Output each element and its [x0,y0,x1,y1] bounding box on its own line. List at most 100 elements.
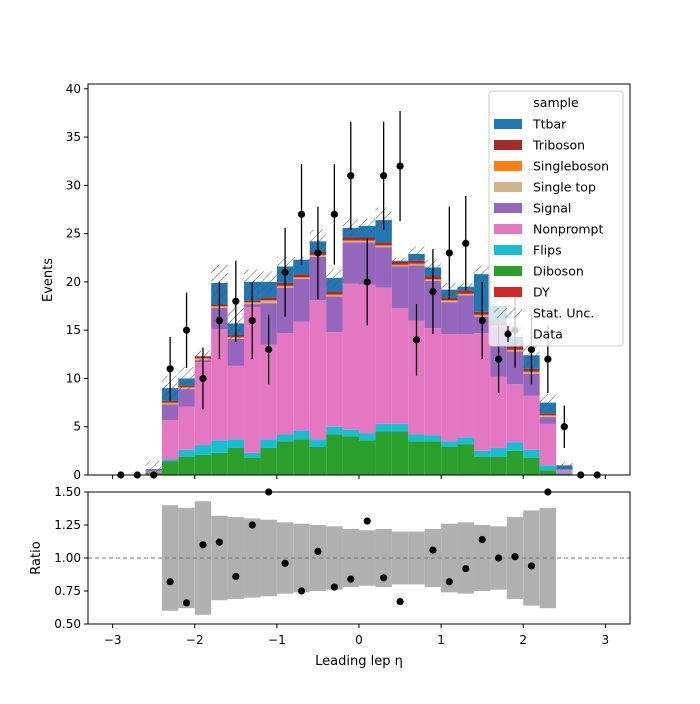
bar-signal [408,265,425,321]
y-tick-label: 0 [73,468,81,482]
bar-singleboson [539,415,557,417]
legend-label-single-top: Single top [533,180,596,195]
stat-unc-hatch [391,257,409,264]
legend-swatch-nonprompt [494,224,522,234]
bar-flips [309,439,327,448]
bar-single-top [326,295,343,297]
ratio-point [199,541,207,549]
bar-nonprompt [457,334,474,438]
data-point [412,336,421,344]
ratio-band-bin [309,525,327,591]
bar-flips [556,473,573,475]
bar-flips [293,430,310,440]
bar-singleboson [441,300,458,302]
stat-unc-hatch [473,265,491,283]
bar-signal [539,417,557,424]
bar-signal [523,373,540,396]
bar-nonprompt [293,321,310,431]
bar-signal [293,279,310,322]
bar-nonprompt [276,333,294,435]
bar-signal [391,266,409,308]
bar-diboson [539,470,557,475]
y-tick-label: 20 [66,275,81,289]
bar-nonprompt [260,344,277,440]
bar-singleboson [326,294,343,296]
bar-diboson [244,457,261,475]
bar-flips [194,445,212,455]
bar-single-top [391,265,409,267]
data-point [265,345,273,354]
bar-flips [161,459,179,462]
ratio-band-bin [260,519,277,597]
legend-label-dy: DY [533,285,550,300]
data-point [462,239,470,247]
ratio-y-tick-label: 0.50 [54,617,81,631]
legend-swatch-diboson [494,266,522,276]
legend-title: sample [533,95,579,110]
stat-unc-hatch [260,271,277,293]
data-point [199,374,207,383]
bar-diboson [260,447,277,475]
bar-nonprompt [326,332,343,427]
y-tick-label: 25 [66,227,81,241]
bar-diboson [161,461,179,475]
y-tick-label: 40 [66,82,81,96]
data-point [347,172,355,180]
legend-swatch-single-top [494,182,522,192]
ratio-point [478,535,486,544]
data-point [478,316,486,325]
ratio-point [511,553,519,561]
bar-single-top [375,246,392,248]
bar-diboson [211,452,228,475]
ratio-point [330,583,338,591]
ratio-point [462,564,470,573]
bar-flips [473,450,491,457]
x-axis-label: Leading lep η [315,654,403,669]
bar-diboson [293,439,310,475]
bar-singleboson [375,245,392,247]
bar-signal [326,296,343,333]
bar-triboson [342,237,359,241]
bar-singleboson [457,293,474,295]
data-point [215,316,223,325]
ratio-y-tick-label: 1.00 [54,551,81,565]
data-point [330,210,338,218]
bar-ttbar [293,259,310,275]
bar-single-top [457,294,474,296]
legend: sample Ttbar Triboson Singleboson Single top… [488,90,624,347]
bar-nonprompt [342,283,359,430]
legend-swatch-dy [494,287,522,297]
legend-label-ttbar: Ttbar [532,117,567,132]
bar-nonprompt [375,287,392,424]
bar-flips [539,465,557,471]
bar-diboson [490,456,507,475]
stat-unc-hatch [359,218,376,234]
bar-flips [490,447,507,457]
bar-nonprompt [523,395,540,450]
bar-diboson [523,457,540,475]
y-tick-label: 35 [66,130,81,144]
y-tick-label: 10 [66,371,81,385]
bar-signal [342,242,359,284]
bar-nonprompt [490,376,507,448]
bar-single-top [342,241,359,243]
data-point [560,423,568,431]
bar-singleboson [260,300,277,302]
bar-singleboson [293,277,310,279]
bar-flips [506,442,524,451]
bar-signal [457,295,474,335]
bar-flips [523,449,540,458]
bar-diboson [424,441,442,475]
bar-nonprompt [441,334,458,442]
bar-diboson [506,450,524,475]
data-point [281,268,289,276]
data-point [429,287,437,296]
data-point [314,249,322,257]
x-tick-label: −2 [186,633,204,647]
bar-signal [556,469,573,471]
x-tick-label: 3 [602,633,610,647]
bar-flips [359,433,376,441]
bar-flips [375,423,392,432]
stat-unc-hatch [408,246,425,262]
data-point [232,297,240,305]
